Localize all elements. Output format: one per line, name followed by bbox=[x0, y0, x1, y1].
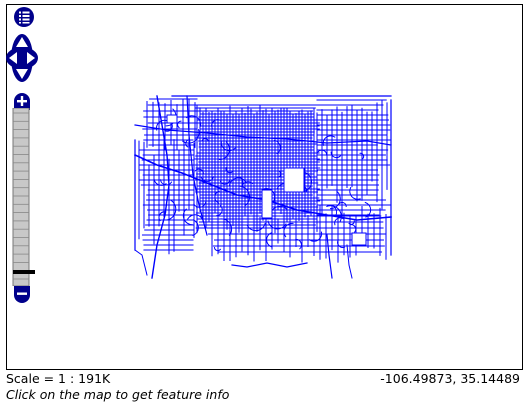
pan-up-button[interactable] bbox=[14, 30, 30, 48]
pan-control bbox=[4, 30, 40, 86]
zoom-bar bbox=[9, 92, 35, 304]
pan-down-button[interactable] bbox=[14, 68, 30, 86]
zoom-out-button[interactable] bbox=[9, 286, 35, 304]
pan-right-button[interactable] bbox=[26, 48, 40, 68]
feature-info-hint: Click on the map to get feature info bbox=[6, 387, 230, 402]
zoom-slider-track[interactable] bbox=[12, 108, 35, 286]
zoom-slider-handle[interactable] bbox=[13, 270, 35, 274]
scale-label: Scale = 1 : 191K bbox=[6, 371, 111, 386]
plus-icon bbox=[14, 93, 30, 110]
minus-icon bbox=[14, 286, 30, 303]
road-network-layer bbox=[133, 95, 392, 279]
mouse-coordinates: -106.49873, 35.14489 bbox=[380, 371, 520, 386]
zoom-in-button[interactable] bbox=[9, 92, 35, 110]
pan-left-button[interactable] bbox=[4, 48, 18, 68]
map-viewport[interactable] bbox=[6, 4, 523, 370]
layer-list-icon[interactable] bbox=[13, 6, 35, 28]
pan-arrows-icon bbox=[6, 34, 38, 82]
